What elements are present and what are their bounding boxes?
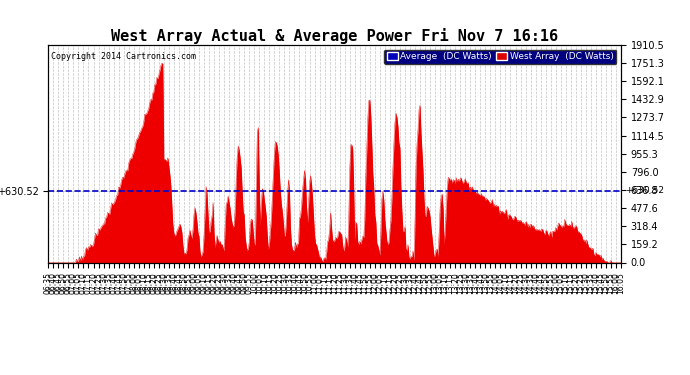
Title: West Array Actual & Average Power Fri Nov 7 16:16: West Array Actual & Average Power Fri No…: [111, 28, 558, 44]
Legend: Average  (DC Watts), West Array  (DC Watts): Average (DC Watts), West Array (DC Watts…: [384, 50, 616, 64]
Text: +630.52: +630.52: [625, 186, 664, 195]
Text: Copyright 2014 Cartronics.com: Copyright 2014 Cartronics.com: [51, 51, 196, 60]
